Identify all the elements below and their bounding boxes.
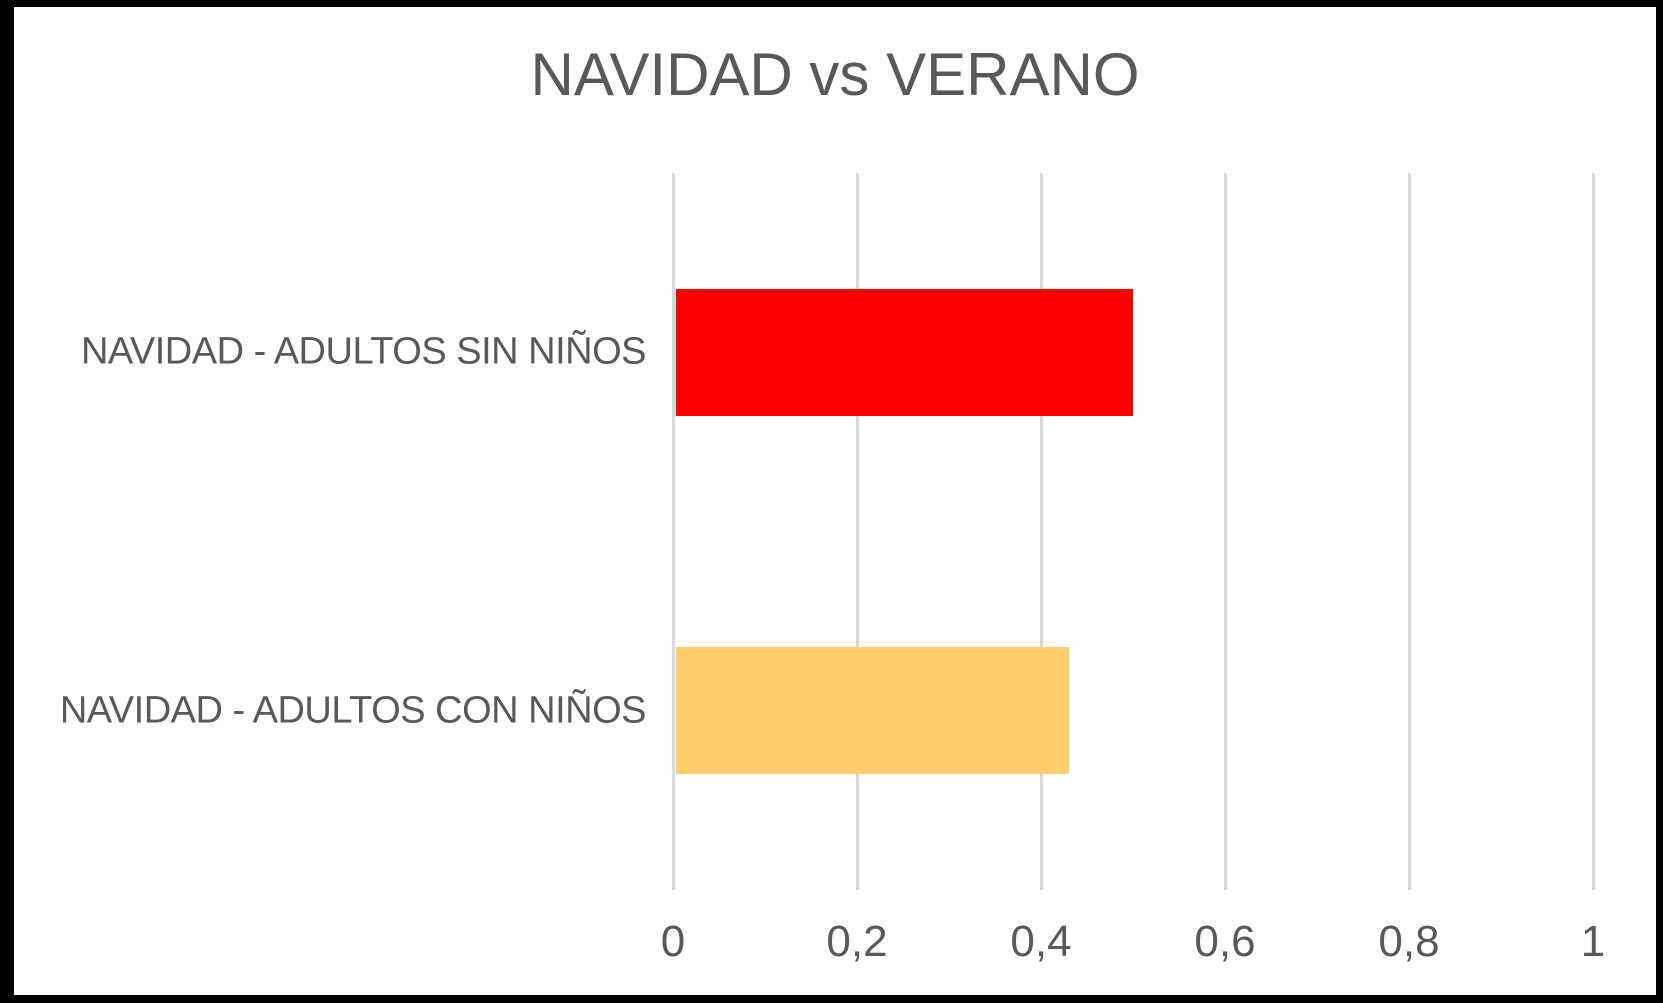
gridline xyxy=(1039,173,1043,890)
x-tick-label: 0,4 xyxy=(1010,917,1072,966)
x-tick-label: 0 xyxy=(660,917,686,966)
plot-area xyxy=(671,173,1595,890)
x-tick-label: 0,6 xyxy=(1194,917,1256,966)
chart-title: NAVIDAD vs VERANO xyxy=(530,41,1140,108)
gridline xyxy=(855,173,859,890)
x-tick-label: 0,8 xyxy=(1378,917,1440,966)
gridline xyxy=(1591,173,1595,890)
gridline xyxy=(1407,173,1411,890)
chart-area: NAVIDAD vs VERANO NAVIDAD - ADULTOS SIN … xyxy=(14,7,1656,995)
value-axis: 0 0,2 0,4 0,6 0,8 1 xyxy=(661,917,1605,977)
gridline xyxy=(671,173,675,890)
bar-con-ninos xyxy=(676,647,1069,775)
category-label: NAVIDAD - ADULTOS SIN NIÑOS xyxy=(80,330,647,373)
x-tick-label: 0,2 xyxy=(826,917,888,966)
category-label: NAVIDAD - ADULTOS CON NIÑOS xyxy=(59,689,647,732)
gridline xyxy=(1223,173,1227,890)
category-axis: NAVIDAD - ADULTOS SIN NIÑOS NAVIDAD - ADU… xyxy=(14,173,647,890)
bar-sin-ninos xyxy=(676,288,1133,416)
x-tick-label: 1 xyxy=(1580,917,1606,966)
